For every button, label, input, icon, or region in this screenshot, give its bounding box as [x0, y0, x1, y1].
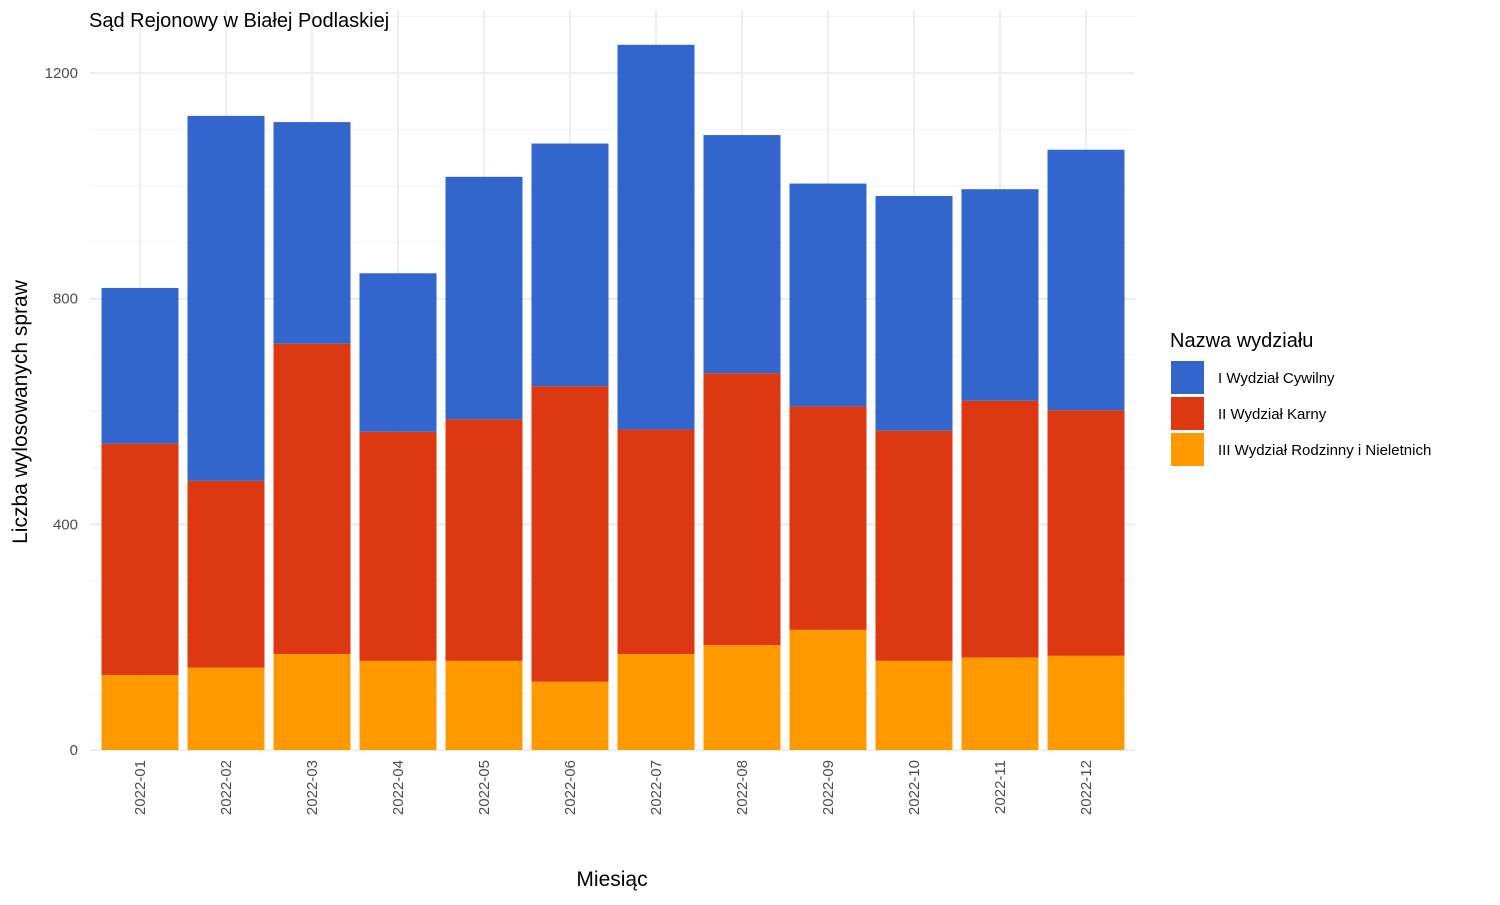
bar-segment	[531, 681, 609, 750]
bar-segment	[617, 44, 695, 430]
bar-segment	[703, 645, 781, 750]
x-tick-label: 2022-02	[218, 760, 235, 815]
x-tick-label: 2022-01	[132, 760, 149, 815]
x-tick-label: 2022-03	[304, 760, 321, 815]
bar-segment	[273, 122, 351, 344]
bar-segment	[273, 654, 351, 750]
bar-segment	[875, 430, 953, 661]
bar-segment	[961, 657, 1039, 750]
legend-swatch	[1171, 361, 1204, 394]
bar-segment	[875, 195, 953, 431]
x-tick-label: 2022-09	[820, 760, 837, 815]
bar-segment	[531, 386, 609, 682]
legend-label: I Wydział Cywilny	[1218, 370, 1335, 387]
legend-label: II Wydział Karny	[1218, 406, 1327, 423]
bar-segment	[961, 400, 1039, 658]
bar-segment	[1047, 655, 1125, 750]
y-axis-title: Liczba wylosowanych spraw	[9, 279, 32, 544]
bar-segment	[445, 419, 523, 661]
bar-segment	[703, 135, 781, 374]
bar-segment	[187, 667, 265, 750]
bar-segment	[617, 429, 695, 655]
x-tick-label: 2022-12	[1078, 760, 1095, 815]
x-tick-label: 2022-04	[390, 760, 407, 815]
bar-segment	[875, 660, 953, 750]
legend-title: Nazwa wydziału	[1170, 330, 1313, 352]
bar-segment	[359, 660, 437, 750]
legend: Nazwa wydziału I Wydział Cywilny II Wydzi…	[1170, 330, 1431, 466]
bar-segment	[445, 660, 523, 750]
bar-segment	[187, 480, 265, 668]
y-tick-label: 1200	[45, 65, 78, 82]
bar-segment	[617, 654, 695, 750]
x-axis-ticks: 2022-01 2022-02 2022-03 2022-04 2022-05 2022-…	[132, 760, 1095, 815]
bar-segment	[789, 629, 867, 750]
y-axis-ticks: 0 400 800 1200	[45, 65, 78, 759]
bar-segment	[1047, 149, 1125, 411]
x-axis-title: Miesiąc	[576, 868, 647, 891]
bar-segment	[273, 343, 351, 655]
legend-swatch	[1171, 433, 1204, 466]
y-tick-label: 800	[53, 291, 78, 308]
bar-segment	[101, 674, 179, 750]
bar-segment	[1047, 410, 1125, 656]
bar-segment	[789, 406, 867, 630]
chart-title: Sąd Rejonowy w Białej Podlaskiej	[89, 10, 389, 32]
bar-segment	[445, 176, 523, 420]
x-tick-label: 2022-08	[734, 760, 751, 815]
bar-segment	[703, 373, 781, 646]
bar-segment	[359, 273, 437, 432]
y-tick-label: 0	[70, 742, 78, 759]
bar-segment	[531, 143, 609, 387]
bar-segment	[961, 189, 1039, 401]
bar-segment	[789, 183, 867, 407]
x-tick-label: 2022-10	[906, 760, 923, 815]
x-tick-label: 2022-06	[562, 760, 579, 815]
x-tick-label: 2022-05	[476, 760, 493, 815]
bar-segment	[101, 287, 179, 444]
bars	[101, 44, 1125, 750]
bar-segment	[101, 443, 179, 675]
legend-label: III Wydział Rodzinny i Nieletnich	[1218, 442, 1431, 459]
bar-segment	[359, 431, 437, 661]
y-tick-label: 400	[53, 516, 78, 533]
bar-segment	[187, 115, 265, 481]
legend-swatch	[1171, 397, 1204, 430]
x-tick-label: 2022-07	[648, 760, 665, 815]
x-tick-label: 2022-11	[992, 760, 1009, 814]
